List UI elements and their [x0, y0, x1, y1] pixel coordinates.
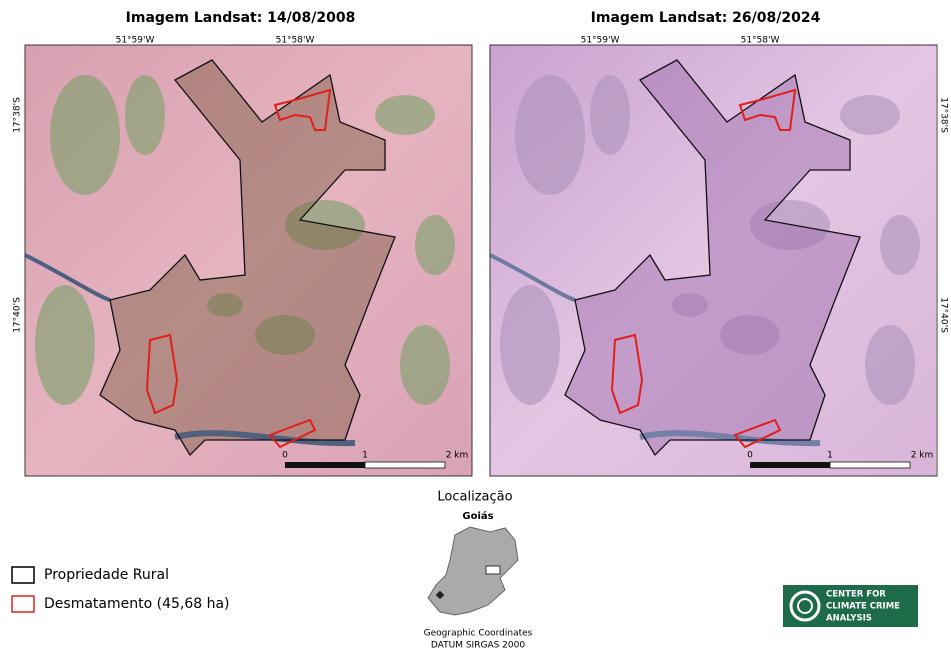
scale-label: 2 km: [911, 451, 934, 461]
vegetation-patch: [720, 315, 780, 355]
scale-bar: [829, 461, 911, 469]
deforestation-outline: [273, 88, 332, 131]
longitude-label: 51°58'W: [276, 36, 315, 46]
satellite-image: [25, 45, 472, 476]
deforestation-outline: [145, 333, 179, 415]
longitude-label: 51°59'W: [116, 36, 155, 46]
vegetation-patch: [50, 75, 120, 195]
vegetation-patch: [865, 325, 915, 405]
location-note: Geographic Coordinates: [424, 629, 533, 639]
map-panel: Imagem Landsat: 26/08/2024 51°59'W 51°58'W…: [489, 10, 949, 477]
vegetation-patch: [515, 75, 585, 195]
river: [490, 253, 576, 302]
property-outline: [564, 59, 861, 457]
map-panel: Imagem Landsat: 14/08/2008 51°59'W 51°58'W…: [13, 10, 473, 477]
logo-text: ANALYSIS: [826, 614, 872, 624]
legend-swatch: [11, 566, 35, 584]
vegetation-patch: [255, 315, 315, 355]
location-marker: [435, 590, 445, 600]
deforestation-outline: [610, 333, 644, 415]
location-title: Localização: [437, 490, 512, 505]
longitude-label: 51°58'W: [741, 36, 780, 46]
location-note: DATUM SIRGAS 2000: [431, 641, 525, 651]
deforestation-outline: [738, 88, 797, 131]
vegetation-patch: [590, 75, 630, 155]
vegetation-patch: [35, 285, 95, 405]
scale-bar: [285, 462, 365, 468]
logo: CENTER FOR CLIMATE CRIME ANALYSIS: [783, 585, 918, 627]
vegetation-patch: [415, 215, 455, 275]
vegetation-patch: [400, 325, 450, 405]
panel-title: Imagem Landsat: 26/08/2024: [591, 10, 821, 26]
panel-frame: [489, 44, 938, 477]
scale-label: 0: [282, 451, 288, 461]
property-outline: [99, 59, 396, 457]
river: [25, 253, 111, 302]
scale-label: 0: [747, 451, 753, 461]
deforestation-outline: [268, 418, 317, 449]
legend-label: Propriedade Rural: [44, 567, 169, 583]
longitude-label: 51°59'W: [581, 36, 620, 46]
panel-frame: [24, 44, 473, 477]
vegetation-patch: [375, 95, 435, 135]
panel-title: Imagem Landsat: 14/08/2008: [126, 10, 356, 26]
logo-text: CENTER FOR: [826, 590, 886, 600]
logo-text: CLIMATE CRIME: [826, 602, 900, 612]
latitude-label: 17°38'S: [13, 97, 23, 133]
vegetation-patch: [880, 215, 920, 275]
vegetation-patch: [672, 293, 708, 317]
location-state: Goiás: [462, 510, 493, 522]
logo-icon: [789, 590, 821, 622]
vegetation-patch: [840, 95, 900, 135]
satellite-image: [490, 45, 936, 476]
logo-icon: [797, 598, 813, 614]
scale-label: 2 km: [446, 451, 469, 461]
legend-swatch: [11, 595, 35, 613]
df-marker: [485, 565, 501, 575]
scale-label: 1: [827, 451, 833, 461]
scale-label: 1: [362, 451, 368, 461]
scale-bar: [364, 461, 446, 469]
scale-bar: [750, 462, 830, 468]
legend-label: Desmatamento (45,68 ha): [44, 596, 230, 612]
goias-shape: [427, 526, 519, 616]
vegetation-patch: [207, 293, 243, 317]
vegetation-patch: [500, 285, 560, 405]
latitude-label: 17°38'S: [939, 97, 949, 133]
deforestation-outline: [733, 418, 782, 449]
river: [639, 430, 821, 447]
latitude-label: 17°40'S: [13, 297, 23, 333]
river: [174, 430, 356, 447]
latitude-label: 17°40'S: [939, 297, 949, 333]
vegetation-patch: [125, 75, 165, 155]
